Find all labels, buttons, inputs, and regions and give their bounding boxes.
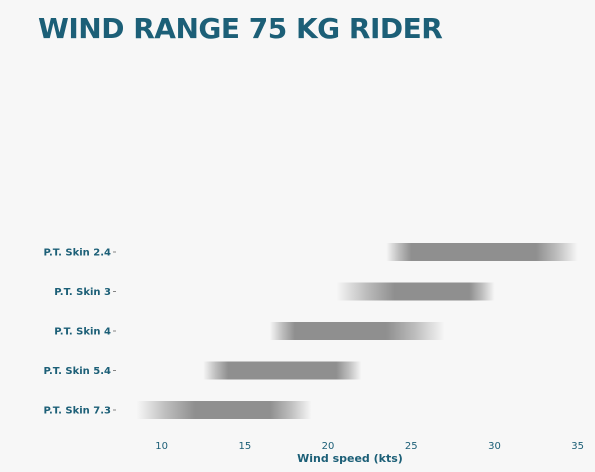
x-tick-label: 20 (322, 441, 335, 452)
x-tick-label: 10 (155, 441, 168, 452)
x-tick-label: 30 (488, 441, 501, 452)
y-tick-label: P.T. Skin 5.4 (44, 366, 112, 377)
range-bar (269, 322, 445, 340)
x-tick-label: 25 (405, 441, 418, 452)
y-tick-label: P.T. Skin 3 (54, 287, 111, 298)
y-tick-label: P.T. Skin 4 (54, 327, 111, 338)
range-bar (136, 401, 312, 419)
range-bar (386, 243, 578, 261)
x-axis-label: Wind speed (kts) (297, 452, 403, 465)
x-axis-ticks: 10 15 20 25 30 35 (155, 441, 584, 452)
x-tick-label: 35 (571, 441, 584, 452)
bars-group (136, 243, 578, 419)
range-bar (203, 361, 362, 380)
y-tick-label: P.T. Skin 2.4 (44, 248, 112, 259)
range-bar (336, 282, 495, 301)
y-axis-labels: P.T. Skin 2.4 P.T. Skin 3 P.T. Skin 4 P.T. … (44, 248, 116, 417)
chart-title: WIND RANGE 75 KG RIDER (38, 12, 443, 45)
y-tick-label: P.T. Skin 7.3 (44, 406, 112, 417)
x-tick-label: 15 (238, 441, 251, 452)
